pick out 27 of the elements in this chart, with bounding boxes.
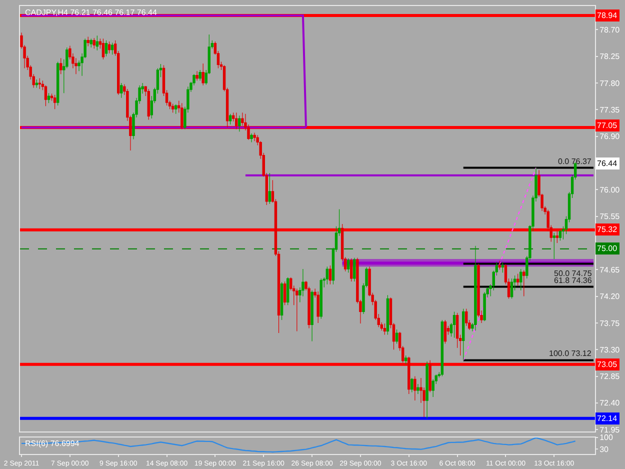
ref-line-label: 78.94 xyxy=(597,11,618,20)
y-tick-label: 72.40 xyxy=(600,398,620,408)
y-tick-label: 77.80 xyxy=(600,78,620,88)
y-tick-label: 74.65 xyxy=(600,265,620,274)
ref-line-label: 75.00 xyxy=(597,244,618,253)
annotation: 61.8 74.36 xyxy=(554,276,592,285)
annotation: 50.0 74.75 xyxy=(554,269,592,278)
y-tick-label: 78.70 xyxy=(600,26,620,34)
y-tick-label: 74.20 xyxy=(600,292,620,302)
annotation: 0.0 76.37 xyxy=(558,157,592,166)
y-tick-label: 75.55 xyxy=(600,212,620,222)
y-tick-label: 76.90 xyxy=(600,132,620,142)
y-tick-label: 72.85 xyxy=(600,372,620,382)
y-tick-label: 78.25 xyxy=(600,52,620,62)
ref-line-label: 73.05 xyxy=(597,360,618,369)
annotation: 100.0 73.12 xyxy=(549,349,592,358)
y-tick-label: 76.00 xyxy=(600,185,620,194)
ref-line-label: 75.32 xyxy=(597,225,618,234)
y-tick-label: 73.75 xyxy=(600,318,620,328)
annotation: 76.44 xyxy=(597,159,618,168)
y-tick-label: 71.95 xyxy=(600,425,620,434)
ref-line-label: 72.14 xyxy=(597,414,618,423)
y-tick-label: 77.35 xyxy=(600,105,620,114)
y-tick-label: 30 xyxy=(600,444,610,454)
ref-line-label: 77.05 xyxy=(597,121,618,130)
y-tick-label: 100 xyxy=(600,433,614,442)
y-tick-label: 73.30 xyxy=(600,345,620,354)
